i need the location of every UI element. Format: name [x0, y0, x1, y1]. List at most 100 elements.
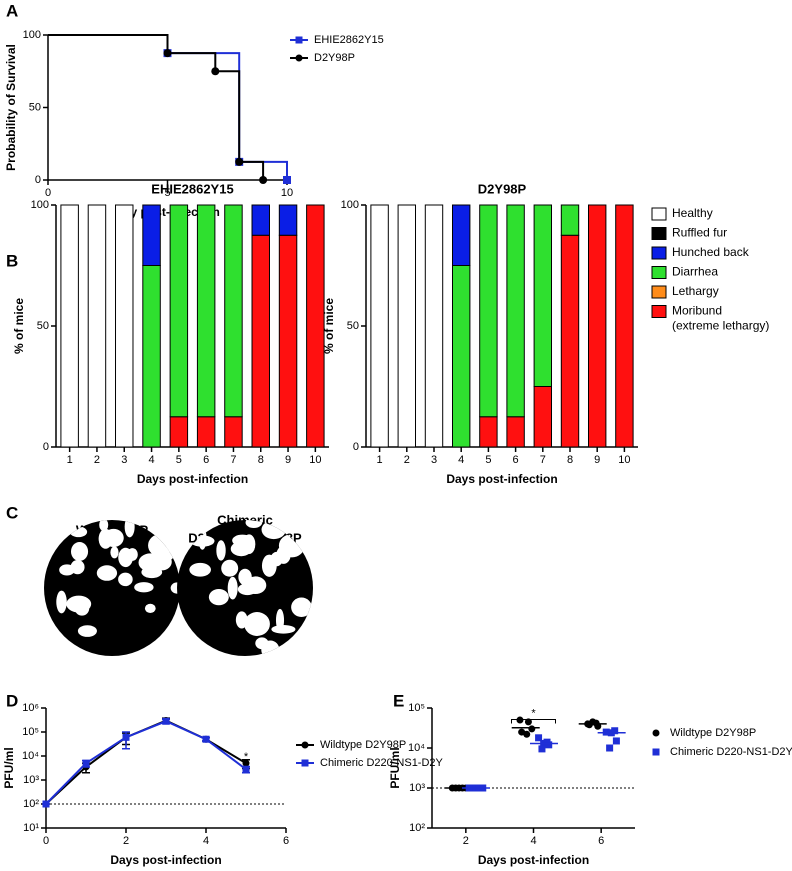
bar-segment [451, 204, 471, 266]
plaque [127, 548, 138, 561]
y-axis-label: % of mice [12, 298, 26, 354]
bar-segment [533, 204, 553, 387]
legend-label: Chimeric D220-NS1-D2Y [320, 757, 444, 769]
y-tick-label: 50 [29, 101, 41, 113]
marker [592, 719, 600, 727]
y-tick-label: 10⁵ [408, 702, 425, 714]
data-line [45, 720, 247, 805]
bar-segment [224, 204, 243, 418]
x-tick-label: 2 [404, 454, 410, 466]
marker [211, 67, 220, 76]
plaque [244, 576, 267, 595]
marker [612, 737, 620, 745]
plaque [77, 625, 97, 637]
x-tick-label: 4 [148, 454, 154, 466]
y-tick-label: 50 [37, 320, 49, 332]
y-tick-label: 10⁶ [22, 702, 39, 714]
bar-segment [560, 234, 580, 448]
x-tick-label: 8 [567, 454, 573, 466]
bar-segment [560, 204, 580, 236]
marker [585, 721, 593, 729]
marker [543, 738, 551, 746]
bar-segment [479, 204, 498, 418]
y-tick-label: 10⁴ [22, 750, 39, 762]
panel-letter: A [6, 1, 18, 20]
y-tick-label: 10³ [409, 782, 425, 794]
x-tick-label: 6 [513, 454, 519, 466]
marker [42, 800, 50, 808]
legend-label: Moribund (extreme lethargy) [672, 304, 769, 333]
plaque [208, 588, 229, 606]
y-tick-label: 10⁴ [408, 742, 425, 754]
x-tick-label: 6 [598, 835, 604, 847]
x-axis-label: Day post-infection [115, 205, 220, 219]
legend-swatch [651, 266, 667, 279]
marker [538, 745, 546, 753]
plaque [96, 565, 118, 581]
plaque [144, 603, 156, 613]
marker [301, 759, 309, 767]
x-tick-label: 0 [45, 187, 51, 199]
y-tick-label: 10¹ [23, 822, 39, 834]
x-tick-label: 8 [258, 454, 264, 466]
x-tick-label: 10 [281, 187, 293, 199]
panel-title: D2Y98P [478, 181, 527, 196]
plaque [141, 566, 163, 579]
marker [523, 730, 531, 738]
y-tick-label: 0 [353, 441, 359, 453]
marker [162, 717, 170, 725]
marker [82, 759, 90, 767]
legend-label: D2Y98P [314, 52, 355, 64]
marker [606, 744, 614, 752]
plaques [189, 520, 312, 656]
legend-label: Wildtype D2Y98P [320, 739, 406, 751]
x-tick-label: 3 [431, 454, 437, 466]
bar-segment [533, 386, 553, 448]
legend-label: Wildtype D2Y98P [670, 727, 756, 739]
legend-label: Diarrhea [672, 265, 718, 279]
plaque [118, 572, 133, 587]
marker [516, 716, 524, 724]
plaque [189, 562, 211, 577]
x-tick-label: 4 [458, 454, 464, 466]
marker [528, 725, 536, 733]
y-axis-label: PFU/ml [2, 747, 16, 788]
legend-label: Ruffled fur [672, 226, 727, 240]
x-tick-label: 2 [123, 835, 129, 847]
x-tick-label: 10 [309, 454, 321, 466]
panel-letter: B [6, 251, 18, 270]
legend-swatch [651, 285, 667, 299]
bar-segment [251, 234, 270, 448]
x-tick-label: 5 [164, 187, 170, 199]
y-tick-label: 50 [347, 320, 359, 332]
bar-segment [142, 204, 161, 266]
bar-segment [87, 204, 107, 448]
y-tick-label: 10³ [23, 774, 39, 786]
y-tick-label: 0 [35, 174, 41, 186]
legend-line-2: (extreme lethargy) [672, 319, 769, 333]
x-tick-label: 3 [121, 454, 127, 466]
y-tick-label: 100 [341, 199, 359, 211]
bar-segment [196, 416, 216, 448]
marker [652, 729, 660, 737]
x-tick-label: 2 [463, 835, 469, 847]
legend-label: Lethargy [672, 284, 719, 298]
marker [301, 741, 309, 749]
y-axis-label: % of mice [322, 298, 336, 354]
x-tick-label: 6 [203, 454, 209, 466]
bar-segment [224, 416, 243, 448]
plaque [216, 540, 226, 561]
legend-label: Hunched back [672, 245, 750, 259]
plaque [221, 559, 239, 577]
x-tick-label: 0 [43, 835, 49, 847]
legend-label: EHIE2862Y15 [314, 34, 384, 46]
marker [202, 735, 210, 743]
marker [535, 734, 543, 742]
plaque [271, 624, 296, 634]
x-tick-label: 7 [540, 454, 546, 466]
plaque [255, 637, 269, 650]
x-tick-label: 2 [94, 454, 100, 466]
legend-line-1: Moribund [672, 304, 722, 318]
